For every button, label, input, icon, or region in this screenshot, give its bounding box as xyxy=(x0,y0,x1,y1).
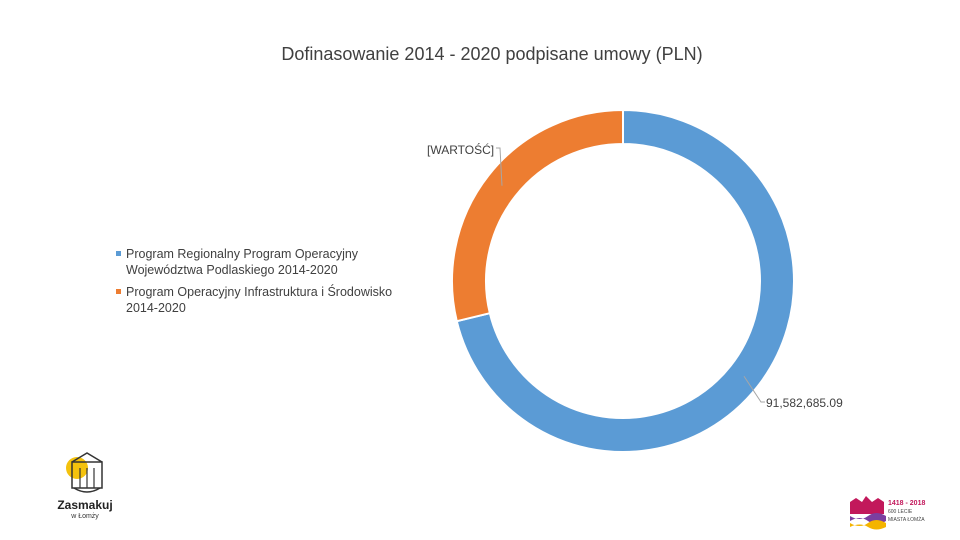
donut-slice-0 xyxy=(455,108,795,453)
lomza-logo-line2: MIASTA ŁOMŻA xyxy=(888,517,925,523)
legend-item-rpo: Program Regionalny Program Operacyjny Wo… xyxy=(116,246,406,278)
legend-label-poiis: Program Operacyjny Infrastruktura i Środ… xyxy=(126,285,393,315)
chart-legend: Program Regionalny Program Operacyjny Wo… xyxy=(116,246,406,322)
chart-title: Dofinasowanie 2014 - 2020 podpisane umow… xyxy=(281,44,703,64)
zasmakuj-logo: Zasmakuj w Łomży xyxy=(30,450,140,528)
legend-label-rpo: Program Regionalny Program Operacyjny Wo… xyxy=(126,247,359,277)
legend-item-poiis: Program Operacyjny Infrastruktura i Środ… xyxy=(116,284,406,316)
lomza-logo-line1: 600 LECIE xyxy=(888,509,913,515)
leader-line-0 xyxy=(743,375,765,403)
data-label-rpo: 91,582,685.09 xyxy=(766,396,843,410)
legend-swatch-poiis xyxy=(116,289,121,294)
lomza-logo-years: 1418 - 2018 xyxy=(888,500,926,507)
leader-line-1 xyxy=(496,147,503,186)
legend-swatch-rpo xyxy=(116,251,121,256)
donut-slice-1 xyxy=(451,108,624,323)
data-label-poiis: [WARTOŚĆ] xyxy=(427,143,495,157)
lomza-emblem-icon xyxy=(850,496,886,530)
lomza-anniversary-logo: 1418 - 2018 600 LECIE MIASTA ŁOMŻA xyxy=(848,492,932,532)
zasmakuj-logo-subtext: w Łomży xyxy=(71,513,99,520)
zasmakuj-logo-text: Zasmakuj xyxy=(57,498,113,512)
zasmakuj-emblem-icon xyxy=(66,452,103,493)
